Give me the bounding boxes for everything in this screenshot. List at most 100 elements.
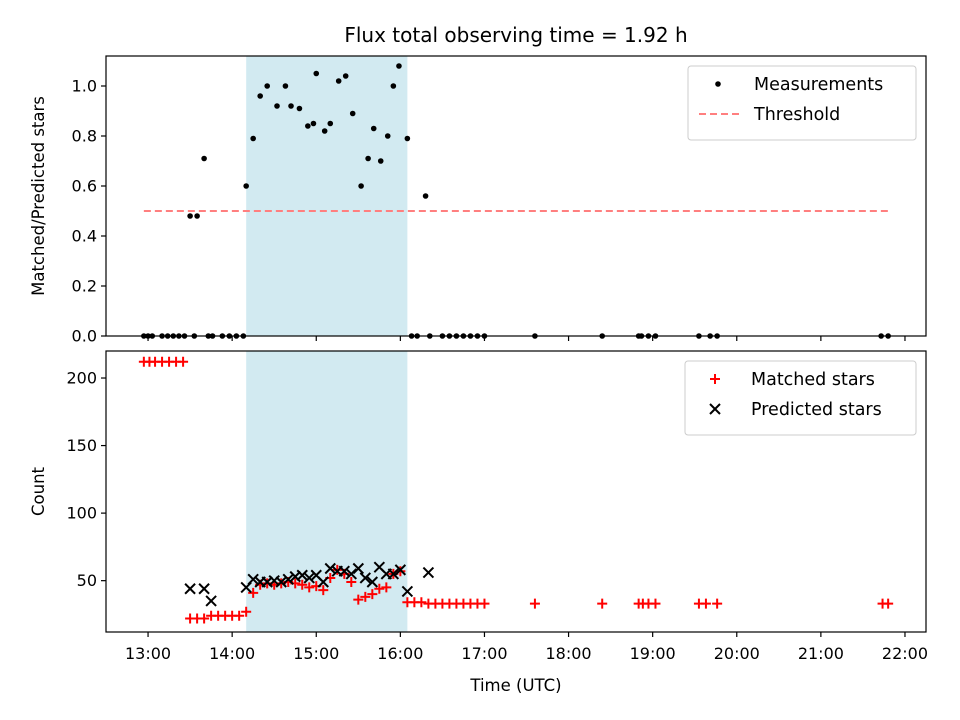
legend-label: Threshold xyxy=(753,105,840,125)
predicted-stars-point xyxy=(338,565,350,577)
matched-stars-point xyxy=(248,587,259,598)
predicted-stars-point xyxy=(401,585,414,598)
y-axis-label: Count xyxy=(29,466,48,516)
matched-stars-point xyxy=(241,606,252,617)
measurements-point xyxy=(282,83,289,89)
predicted-stars-point xyxy=(394,564,407,576)
measurements-point xyxy=(365,155,371,162)
predicted-stars-point xyxy=(282,573,294,586)
y-tick-label: 150 xyxy=(66,436,97,455)
measurements-point xyxy=(296,105,303,112)
matched-stars-point xyxy=(178,356,189,367)
predicted-stars-point xyxy=(324,562,336,575)
predicted-stars-point xyxy=(317,576,329,588)
y-tick-label: 0.6 xyxy=(72,177,97,196)
predicted-stars-point xyxy=(205,595,217,607)
y-axis-label: Matched/Predicted stars xyxy=(29,96,48,296)
legend-box xyxy=(684,360,917,436)
measurements-point xyxy=(243,183,249,189)
x-axis-label: Time (UTC) xyxy=(469,676,561,695)
measurements-point xyxy=(201,155,207,162)
x-tick-label: 22:00 xyxy=(882,644,928,663)
legend-label: Predicted stars xyxy=(751,400,882,420)
measurements-point xyxy=(390,83,397,89)
matched-stars-point xyxy=(234,610,245,621)
x-tick-label: 14:00 xyxy=(209,644,255,663)
predicted-stars-point xyxy=(303,572,315,584)
predicted-stars-point xyxy=(184,583,196,595)
measurements-point xyxy=(327,120,334,127)
series-group xyxy=(138,356,894,624)
matched-stars-point xyxy=(597,598,608,609)
top-chart-title: Flux total observing time = 1.92 h xyxy=(344,23,687,47)
measurements-point xyxy=(422,193,429,199)
measurements-point xyxy=(404,135,411,142)
predicted-stars-point xyxy=(366,576,379,588)
matched-stars-point xyxy=(712,598,723,609)
predicted-stars-point xyxy=(198,583,210,595)
predicted-stars-point xyxy=(296,569,308,581)
matched-stars-point xyxy=(416,597,427,608)
legend-cross-handle xyxy=(709,403,721,415)
measurements-point xyxy=(321,128,328,134)
x-tick-label: 20:00 xyxy=(714,644,760,663)
measurements-point xyxy=(384,133,391,139)
matched-stars-point xyxy=(381,582,392,593)
predicted-stars-point xyxy=(352,562,365,575)
measurements-point xyxy=(274,103,280,109)
legend-box xyxy=(687,65,917,141)
measurements-point xyxy=(358,183,364,189)
x-tick-label: 19:00 xyxy=(630,644,676,663)
matched-stars-point xyxy=(297,579,308,590)
y-tick-label: 0.2 xyxy=(72,277,97,296)
y-tick-label: 1.0 xyxy=(72,77,97,96)
matched-stars-point xyxy=(353,594,364,605)
x-tick-label: 15:00 xyxy=(293,644,339,663)
x-tick-label: 21:00 xyxy=(798,644,844,663)
measurements-point xyxy=(396,63,402,69)
measurements-point xyxy=(349,110,356,117)
legend-dot-handle xyxy=(715,81,721,87)
measurements-point xyxy=(335,78,342,84)
axes-frame xyxy=(105,55,927,337)
measurements-point xyxy=(313,70,320,77)
top-panel: 0.0 0.2 0.4 0.6 0.8 1.0 Matched/Predicted star… xyxy=(29,55,927,346)
matched-stars-point xyxy=(374,583,385,594)
matched-stars-point xyxy=(304,582,315,593)
x-tick-label: 17:00 xyxy=(461,644,507,663)
y-tick-label: 50 xyxy=(77,571,97,590)
matched-stars-point xyxy=(700,598,711,609)
measurements-point xyxy=(187,213,193,219)
x-tick-label: 13:00 xyxy=(125,644,171,663)
series-group xyxy=(141,63,891,339)
measurements-point xyxy=(310,120,317,127)
matched-stars-point xyxy=(318,585,329,596)
measurements-point xyxy=(288,103,294,109)
matched-stars-point xyxy=(346,577,357,588)
x-tick-label: 18:00 xyxy=(546,644,592,663)
bottom-panel: 50 100 150 200 13:00 14:00 15:00 16:00 17:00 18:0… xyxy=(29,350,928,695)
matched-stars-point xyxy=(529,598,540,609)
matched-stars-point xyxy=(360,591,371,602)
predicted-stars-point xyxy=(359,572,372,584)
axes-frame xyxy=(105,350,927,633)
measurements-point xyxy=(342,73,349,79)
matched-stars-point xyxy=(367,589,378,600)
predicted-stars-point xyxy=(422,566,435,579)
observing-window-shade xyxy=(246,56,408,336)
x-tick-label: 16:00 xyxy=(377,644,423,663)
legend-plus-handle xyxy=(710,374,720,384)
measurements-point xyxy=(370,125,377,132)
measurements-point xyxy=(250,135,256,142)
measurements-point xyxy=(305,123,311,129)
measurements-point xyxy=(194,213,200,219)
legend-label: Measurements xyxy=(754,75,883,95)
predicted-stars-point xyxy=(247,573,259,586)
matched-stars-point xyxy=(650,598,661,609)
y-tick-label: 0.0 xyxy=(72,327,97,346)
matched-stars-point xyxy=(479,598,490,609)
legend: Matched stars Predicted stars xyxy=(684,360,917,436)
matched-stars-point xyxy=(199,613,210,624)
matched-stars-point xyxy=(883,598,894,609)
